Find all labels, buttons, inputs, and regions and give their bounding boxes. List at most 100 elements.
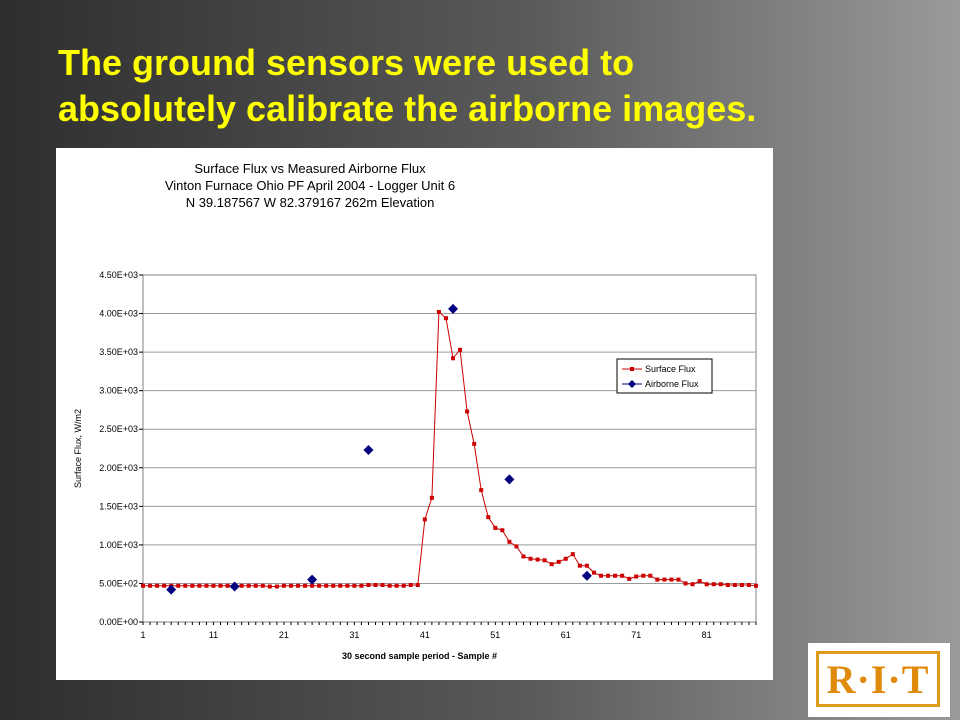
surface-flux-point xyxy=(739,582,744,587)
rit-logo-text: R·I·T xyxy=(826,656,930,702)
surface-flux-point xyxy=(394,583,399,588)
surface-flux-point xyxy=(162,583,167,588)
surface-flux-point xyxy=(563,556,568,561)
surface-flux-point xyxy=(697,579,702,584)
surface-flux-point xyxy=(211,583,216,588)
surface-flux-point xyxy=(281,583,286,588)
surface-flux-point xyxy=(725,582,730,587)
surface-flux-point xyxy=(331,583,336,588)
surface-flux-point xyxy=(415,582,420,587)
surface-flux-point xyxy=(598,573,603,578)
surface-flux-point xyxy=(246,583,251,588)
legend-box xyxy=(616,358,713,394)
surface-flux-point xyxy=(253,583,258,588)
surface-flux-point xyxy=(359,583,364,588)
y-tick-label: 3.50E+03 xyxy=(99,347,138,357)
surface-flux-point xyxy=(584,563,589,568)
surface-flux-point xyxy=(338,583,343,588)
surface-flux-point xyxy=(218,583,223,588)
surface-flux-point xyxy=(267,584,272,589)
surface-flux-point xyxy=(443,316,448,321)
x-tick-label: 71 xyxy=(631,630,641,640)
surface-flux-point xyxy=(669,577,674,582)
surface-flux-point xyxy=(458,347,463,352)
surface-flux-point xyxy=(288,583,293,588)
surface-flux-point xyxy=(451,356,456,361)
y-tick-label: 5.00E+02 xyxy=(99,578,138,588)
surface-flux-point xyxy=(690,582,695,587)
surface-flux-point xyxy=(472,441,477,446)
y-tick-label: 1.50E+03 xyxy=(99,501,138,511)
surface-flux-point xyxy=(486,515,491,520)
surface-flux-point xyxy=(190,583,195,588)
surface-flux-point xyxy=(500,528,505,533)
slide-title: The ground sensors were used to absolute… xyxy=(58,40,938,132)
chart-title-line-3: N 39.187567 W 82.379167 262m Elevation xyxy=(186,195,435,210)
surface-flux-point xyxy=(373,582,378,587)
x-tick-label: 11 xyxy=(209,630,218,640)
surface-flux-point xyxy=(732,582,737,587)
surface-flux-point xyxy=(274,584,279,589)
surface-flux-point xyxy=(401,583,406,588)
legend-surface-marker xyxy=(630,367,634,371)
surface-flux-point xyxy=(408,582,413,587)
surface-flux-point xyxy=(465,409,470,414)
y-tick-label: 2.50E+03 xyxy=(99,424,138,434)
surface-flux-point xyxy=(239,583,244,588)
surface-flux-point xyxy=(479,488,484,493)
surface-flux-point xyxy=(197,583,202,588)
legend-airborne-marker xyxy=(628,380,636,388)
slide-title-line-2: absolutely calibrate the airborne images… xyxy=(58,88,757,129)
x-tick-label: 41 xyxy=(420,630,430,640)
x-tick-label: 51 xyxy=(490,630,500,640)
surface-flux-point xyxy=(507,539,512,544)
surface-flux-point xyxy=(514,544,519,549)
surface-flux-point xyxy=(422,517,427,522)
surface-flux-point xyxy=(549,562,554,567)
surface-flux-point xyxy=(345,583,350,588)
surface-flux-point xyxy=(528,556,533,561)
surface-flux-point xyxy=(204,583,209,588)
surface-flux-point xyxy=(303,583,308,588)
x-tick-label: 81 xyxy=(702,630,712,640)
surface-flux-point xyxy=(429,495,434,500)
chart-title-line-2: Vinton Furnace Ohio PF April 2004 - Logg… xyxy=(165,178,455,193)
airborne-flux-point xyxy=(166,584,177,595)
flux-chart: Surface Flux vs Measured Airborne Flux Vi… xyxy=(73,161,758,661)
surface-flux-point xyxy=(324,583,329,588)
surface-flux-point xyxy=(535,557,540,562)
y-tick-label: 4.50E+03 xyxy=(99,270,138,280)
surface-flux-point xyxy=(746,582,751,587)
y-tick-label: 3.00E+03 xyxy=(99,386,138,396)
surface-flux-point xyxy=(754,583,758,588)
x-tick-label: 21 xyxy=(279,630,289,640)
surface-flux-point xyxy=(310,583,315,588)
x-tick-label: 1 xyxy=(140,630,145,640)
surface-flux-point xyxy=(634,574,639,579)
y-tick-label: 4.00E+03 xyxy=(99,309,138,319)
surface-flux-point xyxy=(704,582,709,587)
surface-flux-point xyxy=(225,583,230,588)
airborne-flux-point xyxy=(307,574,318,585)
y-tick-label: 2.00E+03 xyxy=(99,463,138,473)
airborne-flux-point xyxy=(504,474,515,485)
surface-flux-point xyxy=(380,582,385,587)
surface-flux-point xyxy=(317,583,322,588)
surface-flux-point xyxy=(641,573,646,578)
airborne-flux-point xyxy=(581,570,592,581)
chart-title-line-1: Surface Flux vs Measured Airborne Flux xyxy=(194,161,426,176)
surface-flux-point xyxy=(183,583,188,588)
surface-flux-point xyxy=(620,573,625,578)
surface-flux-point xyxy=(683,581,688,586)
surface-flux-point xyxy=(176,583,181,588)
surface-flux-point xyxy=(648,573,653,578)
legend-surface-label: Surface Flux xyxy=(645,364,696,374)
y-tick-label: 1.00E+03 xyxy=(99,540,138,550)
surface-flux-point xyxy=(436,310,441,315)
airborne-flux-point xyxy=(448,303,459,314)
slide-title-line-1: The ground sensors were used to xyxy=(58,42,635,83)
airborne-flux-point xyxy=(363,445,374,456)
x-tick-label: 61 xyxy=(561,630,571,640)
rit-logo: R·I·T xyxy=(808,643,950,717)
surface-flux-point xyxy=(591,570,596,575)
